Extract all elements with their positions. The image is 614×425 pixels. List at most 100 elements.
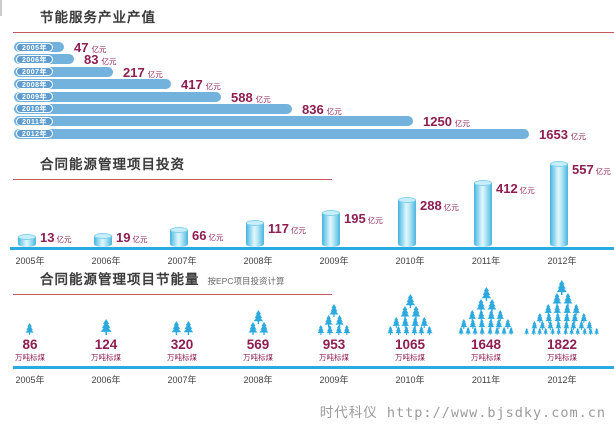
section-title-emc-energy-savings: 合同能源管理项目节能量 按EPC项目投资计算 [40, 268, 614, 288]
tree-row [404, 294, 416, 308]
tree-icon [562, 328, 568, 335]
cylinder-bar [550, 161, 568, 247]
tree-icon [524, 328, 530, 335]
tree-icon [487, 299, 496, 312]
year-label: 2009年 [319, 256, 349, 266]
tree-row [399, 306, 421, 319]
energy-savings-chart-area: 86 万吨标煤 124 万吨标煤 320 万吨标煤 569 万吨标煤 953 万吨标煤 1065 万吨… [0, 280, 614, 362]
year-pill: 2005年 [16, 42, 53, 52]
tree-icon [594, 328, 600, 335]
year-label: 2006年 [91, 374, 121, 385]
cylinder-top [94, 233, 112, 239]
tree-icon [562, 304, 571, 315]
tree-row [536, 313, 588, 323]
value-unit: 亿元 [454, 119, 470, 129]
tree-pyramid [170, 321, 194, 335]
tree-icon [562, 313, 570, 323]
year-pill: 2012年 [16, 129, 53, 139]
value-number: 1822 [546, 337, 578, 352]
tree-icon [575, 328, 581, 335]
value-number: 320 [170, 337, 194, 352]
tree-icon [571, 313, 579, 323]
tree-icon [536, 313, 544, 323]
value-number: 83 [84, 52, 99, 68]
tree-row [317, 325, 352, 335]
value-number: 13 [40, 230, 55, 245]
tree-icon [545, 313, 553, 323]
title-underline [13, 32, 614, 33]
value-unit: 万吨标煤 [395, 353, 425, 362]
tree-icon [326, 325, 334, 335]
value-unit: 亿元 [290, 226, 306, 235]
cylinder-top [322, 210, 340, 216]
value-label: 83 亿元 [84, 51, 116, 69]
year-label: 2006年 [91, 256, 121, 266]
tree-icon [418, 326, 425, 335]
value-label: 19 亿元 [116, 229, 147, 247]
tree-row [391, 317, 429, 328]
output-bar [14, 79, 171, 90]
tree-icon [586, 321, 593, 330]
tree-icon [259, 322, 268, 335]
tree-icon [395, 326, 402, 335]
tree-icon [481, 287, 491, 301]
tree-icon [552, 293, 561, 306]
cylinder-bar [170, 227, 188, 247]
year-label: 2012年 [547, 256, 577, 266]
year-pill: 2009年 [16, 92, 53, 102]
tree-icon [324, 315, 334, 327]
section-title-emc-investment: 合同能源管理项目投资 [40, 157, 185, 172]
tree-icon [472, 327, 478, 335]
tree-icon [556, 328, 562, 335]
value-number: 195 [344, 211, 366, 226]
value-number: 569 [246, 337, 270, 352]
tree-icon [508, 327, 514, 335]
tree-icon [556, 280, 568, 295]
cylinder-top [170, 227, 188, 233]
value-label: 13 亿元 [40, 229, 71, 247]
value-number: 836 [302, 101, 324, 117]
energy-savings-column: 124 万吨标煤 [68, 319, 144, 362]
year-label: 2010年 [395, 374, 425, 385]
value-number: 124 [94, 337, 118, 352]
value-label: 1653 亿元 [539, 126, 586, 144]
tree-icon [580, 313, 588, 323]
investment-column: 117 亿元 [220, 180, 306, 247]
tree-row [329, 304, 340, 317]
tree-icon [486, 319, 494, 329]
investment-column: 412 亿元 [448, 180, 535, 247]
year-label: 2007年 [167, 374, 197, 385]
tree-icon [25, 323, 35, 335]
tree-row [467, 310, 505, 321]
value-unit: 亿元 [132, 235, 148, 244]
year-pill: 2008年 [16, 79, 53, 89]
tree-pyramid [25, 323, 35, 335]
tree-icon [401, 317, 410, 328]
value-number: 86 [22, 337, 38, 352]
energy-savings-column: 953 万吨标煤 [296, 304, 372, 362]
tree-icon [411, 306, 420, 319]
tree-row [543, 304, 581, 315]
tree-row [247, 322, 269, 335]
tree-icon [554, 321, 562, 330]
tree-icon [469, 319, 477, 329]
output-bar [14, 103, 292, 114]
value-unit: 亿元 [367, 216, 383, 225]
tree-icon [253, 310, 263, 324]
value-unit: 亿元 [208, 233, 224, 242]
value-label: 217 亿元 [123, 64, 163, 82]
tree-icon [549, 328, 555, 335]
value-unit: 亿元 [570, 131, 586, 141]
value-number: 953 [322, 337, 346, 352]
output-bar-row: 2007年 217 亿元 [14, 65, 614, 80]
tree-icon [578, 321, 585, 330]
tree-row [25, 323, 35, 335]
value-unit: 亿元 [326, 106, 342, 116]
year-label: 2008年 [243, 256, 273, 266]
value-number: 557 [572, 162, 594, 177]
year-pill: 2010年 [16, 104, 53, 114]
tree-icon [479, 327, 486, 335]
tree-icon [460, 319, 468, 329]
year-label: 2010年 [395, 256, 425, 266]
tree-icon [410, 317, 419, 328]
